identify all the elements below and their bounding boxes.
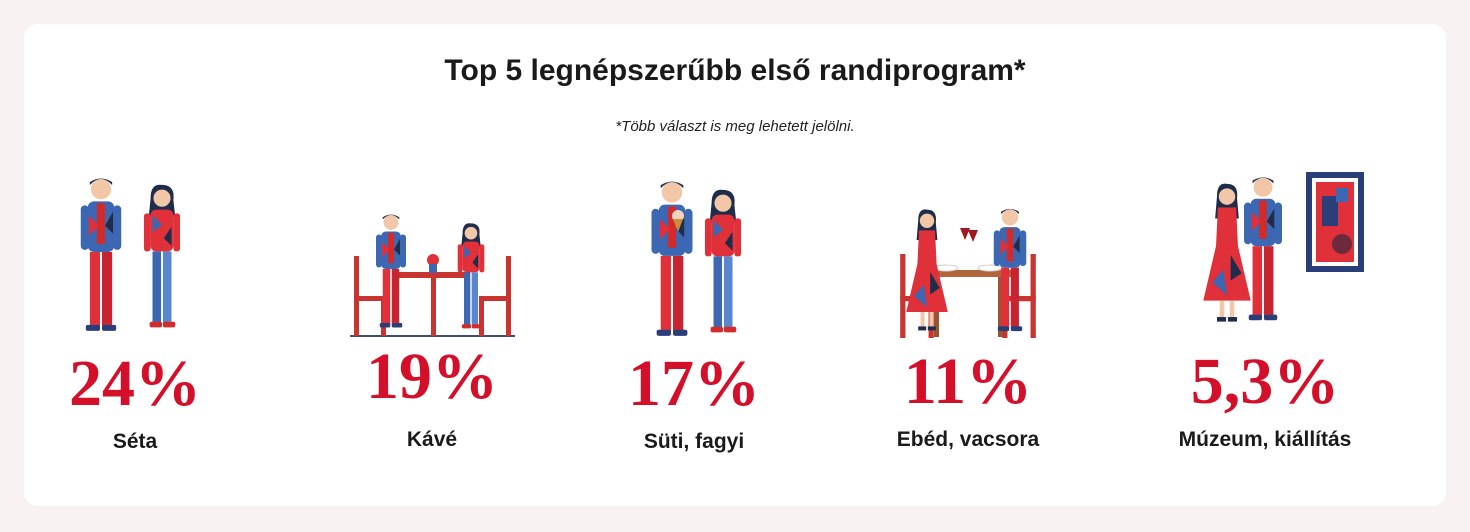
- illustration-walk: [80, 178, 181, 331]
- subtitle: *Több választ is meg lehetett jelölni.: [615, 118, 854, 135]
- value: 17%: [628, 347, 760, 420]
- label: Múzeum, kiállítás: [1179, 428, 1352, 451]
- label: Séta: [113, 430, 158, 453]
- illustration-museum: [1203, 172, 1364, 322]
- label: Kávé: [407, 428, 457, 451]
- value: 19%: [366, 340, 498, 413]
- value: 5,3%: [1191, 345, 1340, 418]
- value: 24%: [69, 347, 201, 420]
- card: [24, 24, 1446, 506]
- label: Ebéd, vacsora: [897, 428, 1040, 451]
- illustration-icecream: [651, 181, 742, 336]
- illustration-dinner: [900, 208, 1036, 338]
- value: 11%: [904, 345, 1032, 418]
- items: 24% Séta 19% Kávé 17% Süti, fagyi 11% Eb…: [69, 340, 1351, 453]
- label: Süti, fagyi: [644, 430, 744, 453]
- title: Top 5 legnépszerűbb első randiprogram*: [444, 54, 1026, 87]
- illustration-coffee: [350, 214, 515, 337]
